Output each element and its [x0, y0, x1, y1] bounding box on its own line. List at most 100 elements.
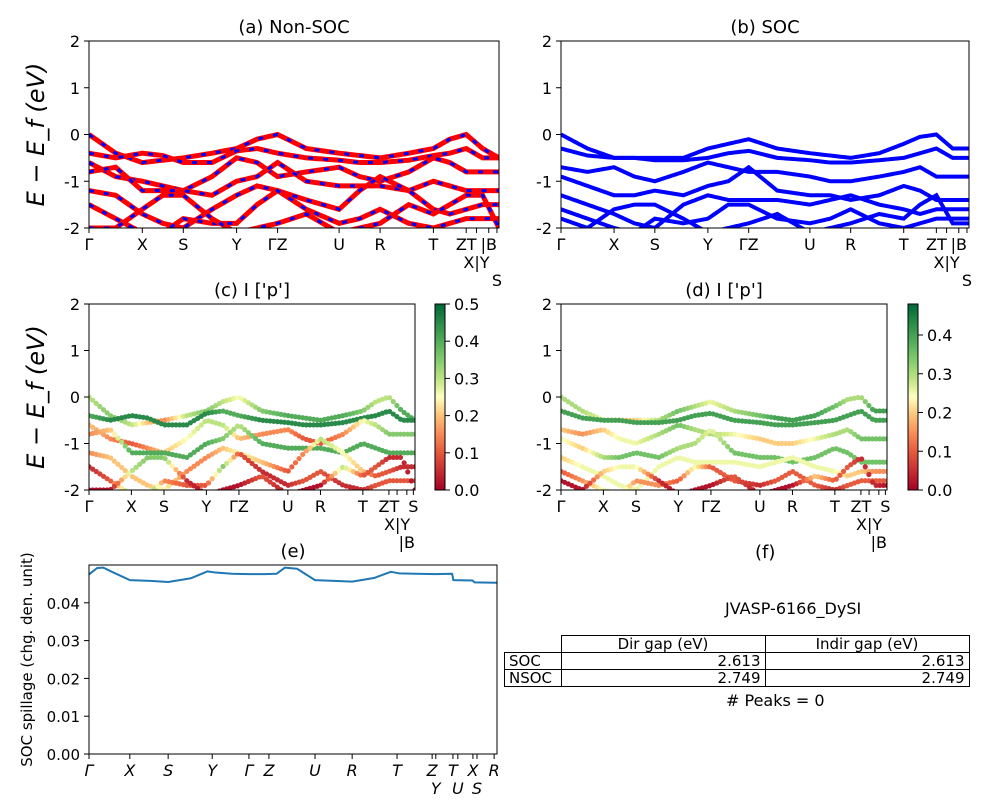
- projected-band-point: [111, 431, 117, 437]
- projected-band-point: [848, 429, 854, 435]
- projected-band-point: [267, 479, 273, 485]
- projected-band-point: [859, 468, 865, 474]
- projected-band-point: [387, 395, 393, 401]
- colorbar-tick-label: 0.2: [927, 404, 952, 423]
- colorbar-tick-label: 0.2: [454, 407, 479, 426]
- projected-band-point: [619, 464, 626, 470]
- y-tick-label: 1: [542, 342, 552, 361]
- x-tick-label: Γ: [85, 497, 94, 516]
- projected-band-point: [869, 479, 876, 485]
- projected-band-point: [394, 454, 400, 461]
- projected-band-point: [294, 489, 297, 490]
- projected-band-point: [739, 479, 745, 485]
- projected-band-point: [714, 432, 720, 439]
- y-tick-label: -1: [536, 435, 552, 454]
- projected-band-point: [706, 459, 713, 465]
- y-axis-label: E − E_f (eV): [22, 325, 50, 469]
- header-dir-gap: Dir gap (eV): [560, 635, 766, 653]
- plot-area: [89, 566, 497, 584]
- projected-band-point: [162, 486, 168, 490]
- projected-band-point: [755, 489, 758, 490]
- projected-band-point: [880, 459, 886, 465]
- projected-band-point: [591, 477, 597, 483]
- projected-band-point: [616, 492, 621, 497]
- plot-area: [89, 131, 499, 228]
- band-line-nsoc: [89, 159, 499, 198]
- projected-band-point: [97, 403, 103, 410]
- projected-band-point: [151, 450, 157, 456]
- projected-band-point: [605, 417, 611, 423]
- band-line-soc: [561, 193, 969, 228]
- projected-band-point: [766, 489, 769, 490]
- indir-gap-value: 2.749: [764, 669, 970, 687]
- panel-b: (b) SOC -2 -1 0 1 2 Γ X S Y ΓZ U R T ZTX|Y|B S: [536, 17, 972, 290]
- band-line-soc: [561, 164, 969, 202]
- projected-band-point: [782, 440, 789, 447]
- projected-band-point: [390, 431, 396, 437]
- projected-band-point: [412, 464, 415, 470]
- projected-band-point: [866, 436, 872, 442]
- projected-band-point: [354, 463, 360, 469]
- y-tick-label: 0: [542, 126, 552, 145]
- axes-frame: [560, 303, 888, 491]
- indir-gap-value: 2.613: [764, 652, 970, 670]
- panel-e: (e)0.000.010.020.030.04Γ X S Y Γ Z U R T ZYTUXSRS…: [18, 541, 500, 798]
- projected-band-point: [851, 459, 858, 465]
- x-tick-label: ZT: [851, 497, 872, 516]
- projected-band-point: [837, 472, 843, 478]
- x-tick-label: Y: [702, 235, 713, 254]
- projected-band-point: [884, 468, 887, 474]
- projected-band-point: [757, 454, 763, 461]
- x-tick-label: U: [282, 497, 294, 516]
- projected-band-point: [133, 464, 139, 470]
- row-label: SOC: [504, 652, 562, 670]
- panel-f-title: (f): [755, 542, 776, 563]
- projected-band-point: [641, 419, 647, 426]
- projected-band-point: [253, 463, 259, 469]
- projected-band-point: [100, 407, 107, 413]
- panel-title: (d) I ['p']: [685, 280, 763, 301]
- projected-band-point: [862, 459, 868, 465]
- projected-band-point: [220, 463, 226, 470]
- projected-band-point: [173, 467, 179, 473]
- y-tick-label: 1: [542, 79, 552, 98]
- projected-band-point: [358, 472, 364, 478]
- projected-band-point: [220, 422, 226, 428]
- projected-band-point: [195, 447, 201, 453]
- projected-band-point: [583, 483, 589, 489]
- projected-band-point: [405, 417, 411, 423]
- projected-band-point: [176, 470, 183, 476]
- projected-band-point: [155, 450, 161, 456]
- band-line-soc-dashed: [89, 146, 499, 165]
- panel-title: (a) Non-SOC: [238, 17, 349, 38]
- panel-c: (c) I ['p'] -2 -1 0 1 2 Γ X S Y ΓZ U R T ZTX|Y|B S E − E…: [22, 280, 479, 552]
- projected-band-point: [387, 408, 393, 415]
- projected-band-point: [368, 402, 375, 408]
- x-tick-label: X: [466, 761, 479, 780]
- projected-band-point: [880, 417, 886, 423]
- dir-gap-value: 2.749: [560, 669, 766, 687]
- x-tick-label: S: [880, 497, 890, 516]
- projected-band-point: [580, 486, 586, 490]
- projected-band-point: [397, 431, 404, 437]
- x-tick-label: X|Y: [856, 515, 882, 534]
- projected-band-point: [873, 459, 879, 465]
- projected-band-point: [184, 478, 190, 484]
- y-tick-label: 2: [70, 32, 80, 51]
- projected-band-point: [670, 488, 676, 490]
- projected-band-point: [587, 480, 593, 486]
- projected-band-point: [880, 436, 886, 442]
- projected-band-point: [314, 422, 320, 428]
- projected-band-point: [677, 476, 684, 482]
- projected-band-point: [184, 454, 190, 461]
- y-tick-label: 2: [542, 32, 552, 51]
- projected-band-point: [140, 458, 146, 464]
- projected-band-point: [350, 424, 357, 430]
- x-tick-label: S: [408, 497, 418, 516]
- projected-band-point: [387, 478, 393, 484]
- projected-band-point: [180, 422, 186, 428]
- y-tick-label: 2: [542, 295, 552, 314]
- projected-band-point: [598, 427, 604, 433]
- projected-band-point: [198, 458, 204, 464]
- x-tick-label: Γ: [244, 761, 254, 780]
